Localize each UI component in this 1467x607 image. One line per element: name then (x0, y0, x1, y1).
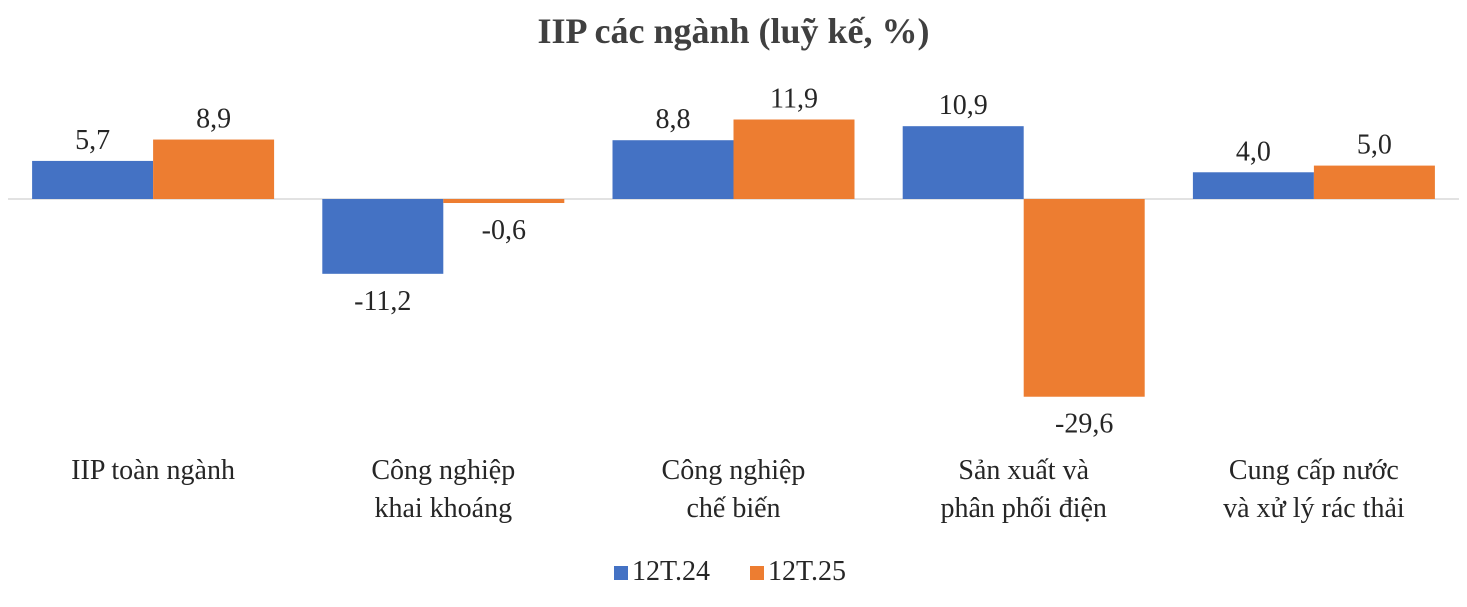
bar-12T.24-2 (612, 140, 734, 199)
bar-12T.24-1 (322, 199, 444, 274)
category-label: Sản xuất và (958, 455, 1089, 486)
category-label: Công nghiệp (662, 455, 806, 486)
legend-label: 12T.25 (768, 556, 846, 587)
bar-12T.24-0 (32, 160, 154, 199)
chart-title: IIP các ngành (luỹ kế, %) (537, 11, 930, 51)
data-label: 11,9 (770, 84, 818, 115)
legend-swatch-12T.24 (614, 566, 628, 580)
bar-12T.24-4 (1192, 172, 1314, 199)
data-label: -11,2 (354, 286, 411, 317)
data-label: 4,0 (1236, 136, 1271, 167)
data-label: -29,6 (1055, 409, 1113, 440)
bar-12T.24-3 (902, 126, 1024, 199)
bar-12T.25-4 (1313, 165, 1435, 199)
legend-label: 12T.24 (632, 556, 710, 587)
data-label: -0,6 (482, 215, 526, 246)
category-label: phân phối điện (940, 493, 1106, 524)
category-label: Cung cấp nước (1229, 455, 1399, 486)
data-label: 5,7 (75, 125, 110, 156)
data-label: 8,8 (656, 104, 691, 135)
data-label: 5,0 (1357, 130, 1392, 161)
category-label: Công nghiệp (371, 455, 515, 486)
bar-12T.25-2 (733, 119, 855, 199)
category-label: khai khoáng (374, 493, 512, 524)
category-label: và xử lý rác thải (1223, 493, 1405, 524)
bar-12T.25-1 (443, 199, 565, 204)
category-label: chế biến (686, 493, 780, 524)
bar-12T.25-3 (1023, 199, 1145, 397)
category-label: IIP toàn ngành (71, 455, 235, 486)
legend-swatch-12T.25 (750, 566, 764, 580)
bar-12T.25-0 (153, 139, 275, 199)
data-label: 10,9 (939, 90, 988, 121)
data-label: 8,9 (196, 104, 231, 135)
